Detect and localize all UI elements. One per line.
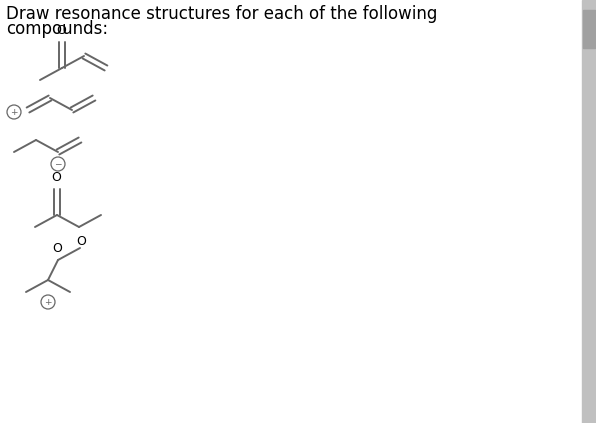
- Text: compounds:: compounds:: [6, 20, 108, 38]
- Text: O: O: [52, 242, 62, 255]
- Bar: [582, 0, 596, 423]
- Bar: [583, 10, 595, 48]
- Text: +: +: [10, 107, 18, 116]
- Text: Draw resonance structures for each of the following: Draw resonance structures for each of th…: [6, 5, 437, 23]
- Text: O: O: [56, 24, 66, 37]
- Text: −: −: [54, 159, 62, 168]
- Text: O: O: [76, 235, 86, 248]
- Text: O: O: [51, 171, 61, 184]
- Text: +: +: [44, 297, 52, 307]
